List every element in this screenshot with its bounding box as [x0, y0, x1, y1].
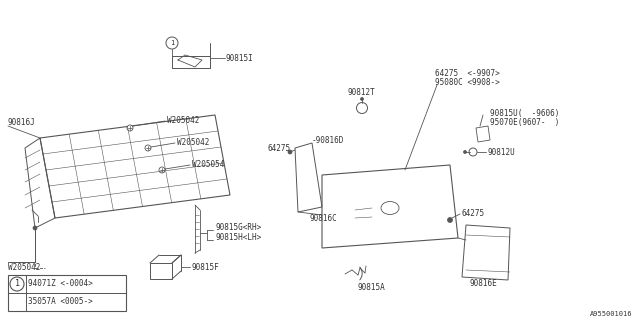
Text: 95080C <9908->: 95080C <9908->	[435, 77, 500, 86]
Circle shape	[145, 145, 151, 151]
Circle shape	[463, 150, 467, 154]
Circle shape	[159, 167, 165, 173]
Circle shape	[447, 218, 452, 222]
Text: 1: 1	[170, 40, 174, 46]
Circle shape	[33, 226, 37, 230]
Text: 94071Z <-0004>: 94071Z <-0004>	[28, 279, 93, 289]
Circle shape	[127, 125, 133, 131]
Text: 95070E(9607-  ): 95070E(9607- )	[490, 117, 559, 126]
Circle shape	[166, 37, 178, 49]
Circle shape	[360, 98, 364, 100]
Bar	[150, 263, 172, 279]
Text: 64275  <-9907>: 64275 <-9907>	[435, 68, 500, 77]
Text: 90812U: 90812U	[488, 148, 516, 156]
Circle shape	[469, 148, 477, 156]
Text: 35057A <0005->: 35057A <0005->	[28, 298, 93, 307]
Text: W205042: W205042	[167, 116, 200, 124]
Text: W205042: W205042	[177, 138, 209, 147]
Text: 64275: 64275	[462, 209, 485, 218]
Text: W205042: W205042	[8, 262, 40, 271]
Text: 1: 1	[15, 279, 19, 289]
Text: 90815H<LH>: 90815H<LH>	[215, 233, 261, 242]
Text: W205054: W205054	[192, 159, 225, 169]
Text: 90815I: 90815I	[226, 53, 253, 62]
Text: 90815U(  -9606): 90815U( -9606)	[490, 108, 559, 117]
Text: A955001016: A955001016	[589, 311, 632, 317]
Text: 90816J: 90816J	[8, 117, 36, 126]
Bar	[8, 275, 126, 311]
Text: 90816C: 90816C	[310, 213, 338, 222]
Circle shape	[288, 150, 292, 154]
Circle shape	[10, 277, 24, 291]
Text: 90815A: 90815A	[358, 284, 386, 292]
Circle shape	[356, 102, 367, 114]
Text: -90816D: -90816D	[312, 135, 344, 145]
Text: 90812T: 90812T	[347, 87, 375, 97]
Text: 90816E: 90816E	[470, 278, 498, 287]
Text: 90815G<RH>: 90815G<RH>	[215, 222, 261, 231]
Text: 64275: 64275	[268, 143, 291, 153]
Text: 90815F: 90815F	[192, 262, 220, 271]
